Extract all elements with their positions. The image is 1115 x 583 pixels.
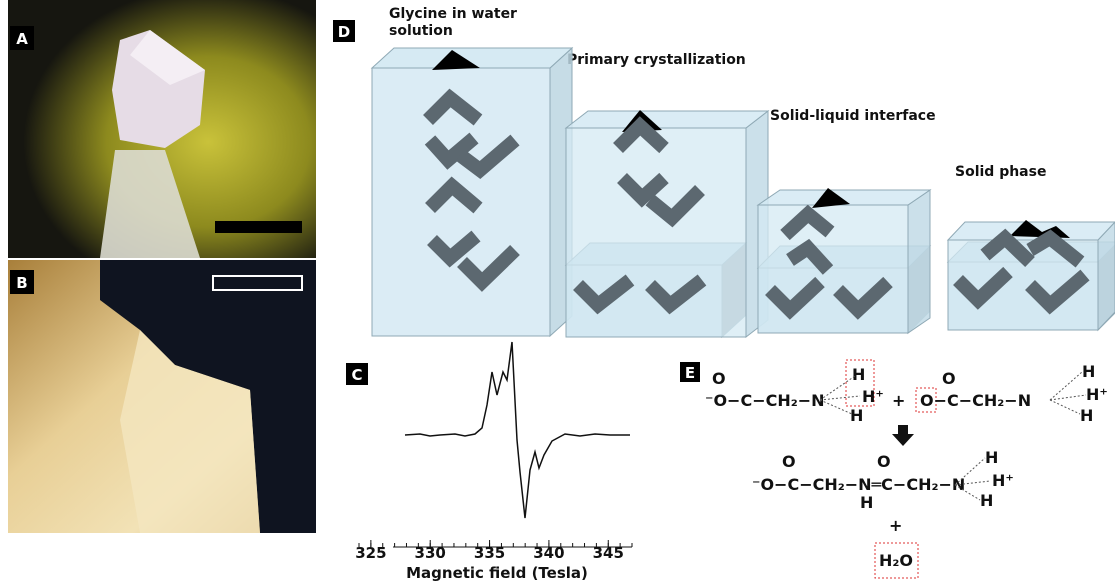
x-axis-title: Magnetic field (Tesla) bbox=[406, 564, 588, 582]
box-top bbox=[566, 111, 768, 128]
atom: H⁺ bbox=[992, 471, 1014, 490]
x-tick-label: 345 bbox=[593, 544, 624, 562]
epr-spectrum bbox=[405, 342, 630, 518]
x-tick-label: 340 bbox=[533, 544, 564, 562]
atom: O bbox=[877, 452, 891, 471]
panel-label: A bbox=[16, 30, 28, 48]
stage-caption: Solid-liquid interface bbox=[770, 108, 936, 124]
box-side bbox=[1098, 222, 1115, 330]
figure: A B D Primary crystallization Solid-liqu… bbox=[0, 0, 1115, 583]
box-side bbox=[908, 190, 930, 333]
crystallization-diagram bbox=[372, 48, 1115, 337]
x-tick-label: 325 bbox=[355, 544, 386, 562]
x-axis-ticks: 325 330 335 340 345 bbox=[355, 540, 632, 562]
backbone: O−C−CH₂−N bbox=[920, 391, 1031, 410]
box-front bbox=[758, 205, 908, 333]
atom: H bbox=[850, 406, 863, 425]
panel-label: E bbox=[685, 364, 695, 382]
atom: H bbox=[852, 365, 865, 384]
panel-label: B bbox=[16, 274, 27, 292]
atom: H⁺ bbox=[862, 387, 884, 406]
atom: O bbox=[942, 369, 956, 388]
operator: + bbox=[892, 391, 905, 410]
reaction-arrow bbox=[892, 425, 914, 446]
atom: H bbox=[985, 448, 998, 467]
atom: H bbox=[1082, 362, 1095, 381]
stage-caption: Primary crystallization bbox=[567, 52, 746, 68]
backbone: ⁻O−C−CH₂−N═C−CH₂−N bbox=[752, 475, 965, 494]
atom: H bbox=[980, 491, 993, 510]
panel-label: D bbox=[338, 23, 350, 41]
stage-caption: Glycine in water solution bbox=[389, 6, 529, 40]
molecule: H₂O bbox=[879, 551, 913, 570]
stage-caption: Solid phase bbox=[955, 164, 1046, 180]
x-tick-label: 330 bbox=[415, 544, 446, 562]
atom: O bbox=[782, 452, 796, 471]
operator: + bbox=[889, 516, 902, 535]
atom: O bbox=[712, 369, 726, 388]
x-tick-label: 335 bbox=[474, 544, 505, 562]
figure-canvas: A B D Primary crystallization Solid-liqu… bbox=[0, 0, 1115, 583]
atom: H⁺ bbox=[1086, 385, 1108, 404]
scale-bar bbox=[215, 221, 302, 233]
atom: H bbox=[860, 493, 873, 512]
backbone: ⁻O−C−CH₂−N bbox=[705, 391, 825, 410]
atom: H bbox=[1080, 406, 1093, 425]
panel-label: C bbox=[351, 366, 362, 384]
